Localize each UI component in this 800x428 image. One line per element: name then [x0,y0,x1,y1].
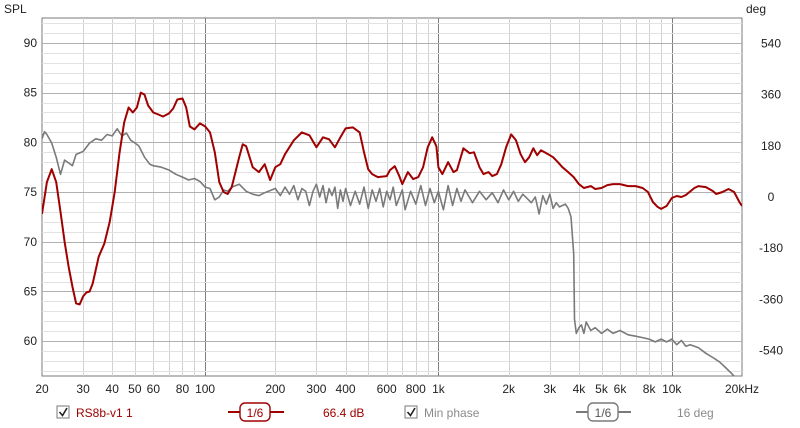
series1-smoothing-control[interactable]: 1/6 [228,402,284,422]
x-tick-label: 50 [128,382,142,396]
x-tick-label: 3k [543,382,557,396]
x-tick-label: 60 [147,382,161,396]
series2-checkbox[interactable] [404,405,418,419]
x-tick-label: 5k [595,382,609,396]
x-tick-label: 40 [106,382,120,396]
x-tick-label: 400 [336,382,356,396]
series2-smoothing-label: 1/6 [595,406,612,420]
x-tick-label: 600 [377,382,397,396]
right-y-tick-label: 540 [761,37,781,51]
left-y-tick-label: 75 [24,185,38,199]
x-tick-label: 800 [406,382,426,396]
left-y-tick-label: 80 [24,135,38,149]
left-axis-tick-labels: 90 85 80 75 70 65 60 [24,36,38,348]
series2-smoothing-control[interactable]: 1/6 [576,402,631,422]
x-tick-label: 20 [35,382,49,396]
series1-name: RS8b-v1 1 [76,406,133,420]
check-icon [58,407,68,417]
left-y-tick-label: 65 [24,284,38,298]
x-tick-label: 20kHz [725,382,759,396]
series-min-phase-line [42,128,736,376]
x-axis-tick-labels: 20 30 40 50 60 80 100 200 300 400 600 800 1k 2k 3k 4k 5k… [35,382,759,396]
left-y-tick-label: 90 [24,36,38,50]
right-y-tick-label: 360 [761,88,781,102]
right-y-tick-label: 180 [761,139,781,153]
x-tick-label: 30 [76,382,90,396]
legend-bar: RS8b-v1 1 1/6 66.4 dB Min phase 1/6 16 d… [56,402,714,422]
right-y-tick-label: -540 [759,343,783,357]
left-y-tick-label: 60 [24,334,38,348]
series-spl-line [42,91,742,306]
x-tick-label: 1k [432,382,446,396]
right-axis-tick-labels: 540 360 180 0 -180 -360 -540 [759,37,783,358]
x-tick-label: 200 [265,382,285,396]
left-axis-label: SPL [4,2,27,16]
x-tick-label: 300 [306,382,326,396]
plot-background [41,17,743,377]
x-tick-label: 8k [643,382,657,396]
series2-name: Min phase [424,406,480,420]
x-tick-label: 4k [573,382,587,396]
x-tick-label: 6k [614,382,628,396]
x-tick-label: 2k [502,382,516,396]
series1-checkbox[interactable] [56,405,70,419]
left-y-tick-label: 85 [24,86,38,100]
right-y-tick-label: -360 [759,292,783,306]
series2-value: 16 deg [677,406,714,420]
x-tick-label: 80 [176,382,190,396]
check-icon [406,407,416,417]
right-axis-label: deg [746,2,766,16]
series-layer [42,91,742,376]
series1-smoothing-label: 1/6 [247,406,264,420]
right-y-tick-label: 0 [768,190,775,204]
x-tick-label: 100 [195,382,215,396]
x-tick-label: 10k [662,382,682,396]
series1-value: 66.4 dB [323,406,364,420]
right-y-tick-label: -180 [759,241,783,255]
left-y-tick-label: 70 [24,235,38,249]
